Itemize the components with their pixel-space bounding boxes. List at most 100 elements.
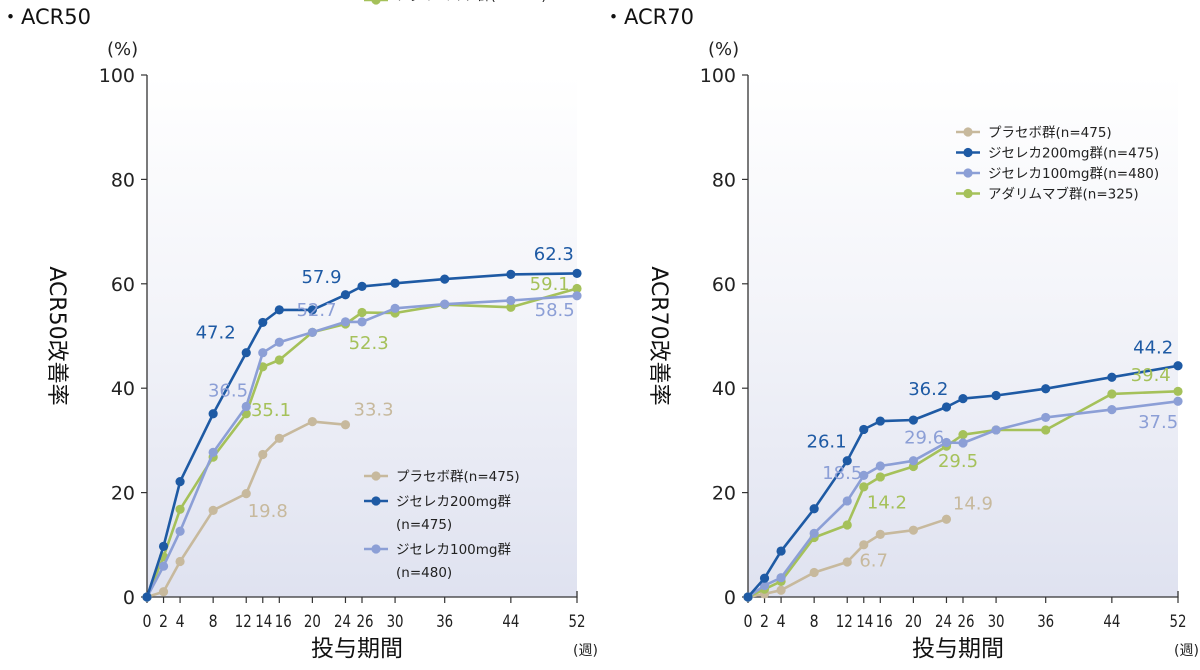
x-tick-label: 16 xyxy=(876,612,893,632)
data-point-jyseleca100 xyxy=(810,529,819,538)
data-point-jyseleca200 xyxy=(159,542,168,551)
data-point-jyseleca200 xyxy=(958,394,967,403)
legend-swatch-dot xyxy=(371,544,380,553)
x-tick-label: 2 xyxy=(760,612,769,632)
x-tick-label: 30 xyxy=(387,612,404,632)
x-tick-label: 36 xyxy=(436,612,453,632)
x-tick-label: 0 xyxy=(143,612,152,632)
y-tick-label: 20 xyxy=(111,483,135,505)
data-label-placebo: 14.9 xyxy=(953,493,993,514)
x-tick-label: 24 xyxy=(935,612,952,632)
y-tick-label: 60 xyxy=(111,274,135,296)
data-point-adalimumab xyxy=(275,355,284,364)
x-tick-label: 8 xyxy=(209,612,218,632)
legend-swatch-dot xyxy=(963,127,972,136)
x-tick-label: 20 xyxy=(304,612,321,632)
y-axis-label: ACR70改善率 xyxy=(646,266,671,405)
x-tick-label: 8 xyxy=(810,612,819,632)
data-label-jyseleca200: 62.3 xyxy=(534,244,574,265)
data-point-jyseleca200 xyxy=(810,504,819,513)
chart-title: ・ACR70 xyxy=(603,5,694,29)
data-point-jyseleca100 xyxy=(876,461,885,470)
acr50-chart: ・ACR50(%)ACR50改善率投与期間(週)0204060801000248… xyxy=(0,0,598,662)
data-label-jyseleca200: 36.2 xyxy=(908,379,948,400)
x-unit-label: (週) xyxy=(1174,643,1199,659)
data-label-jyseleca100: 52.7 xyxy=(296,300,336,321)
data-point-jyseleca200 xyxy=(341,290,350,299)
legend-swatch-dot xyxy=(371,496,380,505)
data-point-jyseleca100 xyxy=(958,438,967,447)
data-point-placebo xyxy=(175,557,184,566)
data-point-jyseleca200 xyxy=(242,348,251,357)
y-unit-label: (%) xyxy=(708,39,739,60)
x-tick-label: 26 xyxy=(958,612,975,632)
y-tick-label: 80 xyxy=(111,169,135,191)
data-point-adalimumab xyxy=(1107,389,1116,398)
x-tick-label: 20 xyxy=(905,612,922,632)
y-tick-label: 0 xyxy=(123,587,135,609)
data-point-adalimumab xyxy=(1041,425,1050,434)
x-tick-label: 12 xyxy=(235,612,252,632)
y-tick-label: 100 xyxy=(99,65,135,87)
data-label-jyseleca100: 36.5 xyxy=(208,381,248,402)
data-point-jyseleca100 xyxy=(209,448,218,457)
data-label-jyseleca200: 44.2 xyxy=(1133,338,1173,359)
data-point-jyseleca100 xyxy=(242,402,251,411)
x-tick-label: 52 xyxy=(1170,612,1187,632)
data-point-jyseleca200 xyxy=(991,391,1000,400)
data-point-jyseleca200 xyxy=(876,416,885,425)
data-point-jyseleca100 xyxy=(843,496,852,505)
data-point-jyseleca200 xyxy=(1041,384,1050,393)
data-point-jyseleca100 xyxy=(1107,405,1116,414)
data-point-placebo xyxy=(258,450,267,459)
x-tick-label: 30 xyxy=(988,612,1005,632)
legend-label: アダリムマブ群(n=325) xyxy=(988,186,1139,203)
x-tick-label: 4 xyxy=(777,612,786,632)
data-point-placebo xyxy=(810,568,819,577)
data-point-placebo xyxy=(275,434,284,443)
legend-label: アダリムマブ群(n=325) xyxy=(396,0,547,4)
legend-label: ジセレカ200mg群 xyxy=(396,494,511,510)
chart-title: ・ACR50 xyxy=(0,5,91,29)
legend-label: ジセレカ100mg群 xyxy=(396,542,511,558)
data-point-jyseleca200 xyxy=(357,282,366,291)
x-tick-label: 12 xyxy=(836,612,853,632)
data-point-jyseleca100 xyxy=(1041,413,1050,422)
data-label-jyseleca100: 58.5 xyxy=(535,300,575,321)
data-point-jyseleca200 xyxy=(142,592,151,601)
data-label-adalimumab: 29.5 xyxy=(938,451,978,472)
data-point-jyseleca100 xyxy=(506,296,515,305)
data-point-placebo xyxy=(159,587,168,596)
data-point-jyseleca200 xyxy=(1173,361,1182,370)
x-tick-label: 24 xyxy=(334,612,351,632)
x-tick-label: 44 xyxy=(502,612,519,632)
data-point-adalimumab xyxy=(876,472,885,481)
y-axis-label: ACR50改善率 xyxy=(44,266,69,405)
x-tick-label: 44 xyxy=(1103,612,1120,632)
y-tick-label: 40 xyxy=(712,378,736,400)
data-label-jyseleca200: 57.9 xyxy=(301,267,341,288)
x-unit-label: (週) xyxy=(573,643,598,659)
data-label-adalimumab: 39.4 xyxy=(1131,365,1171,386)
data-point-placebo xyxy=(242,489,251,498)
x-tick-label: 26 xyxy=(357,612,374,632)
y-tick-label: 100 xyxy=(700,65,736,87)
data-point-placebo xyxy=(341,420,350,429)
data-point-jyseleca200 xyxy=(440,275,449,284)
data-point-placebo xyxy=(859,540,868,549)
data-point-jyseleca200 xyxy=(859,425,868,434)
x-tick-label: 4 xyxy=(176,612,185,632)
data-point-jyseleca200 xyxy=(390,279,399,288)
data-point-adalimumab xyxy=(843,520,852,529)
data-point-placebo xyxy=(209,506,218,515)
x-tick-label: 36 xyxy=(1037,612,1054,632)
x-tick-label: 16 xyxy=(275,612,292,632)
data-point-jyseleca100 xyxy=(175,527,184,536)
legend-swatch-dot xyxy=(963,189,972,198)
data-point-jyseleca200 xyxy=(258,318,267,327)
legend-label: プラセボ群(n=475) xyxy=(396,469,520,485)
x-tick-label: 0 xyxy=(744,612,753,632)
data-label-adalimumab: 52.3 xyxy=(349,333,389,354)
x-tick-label: 14 xyxy=(255,612,272,632)
data-point-jyseleca200 xyxy=(175,477,184,486)
